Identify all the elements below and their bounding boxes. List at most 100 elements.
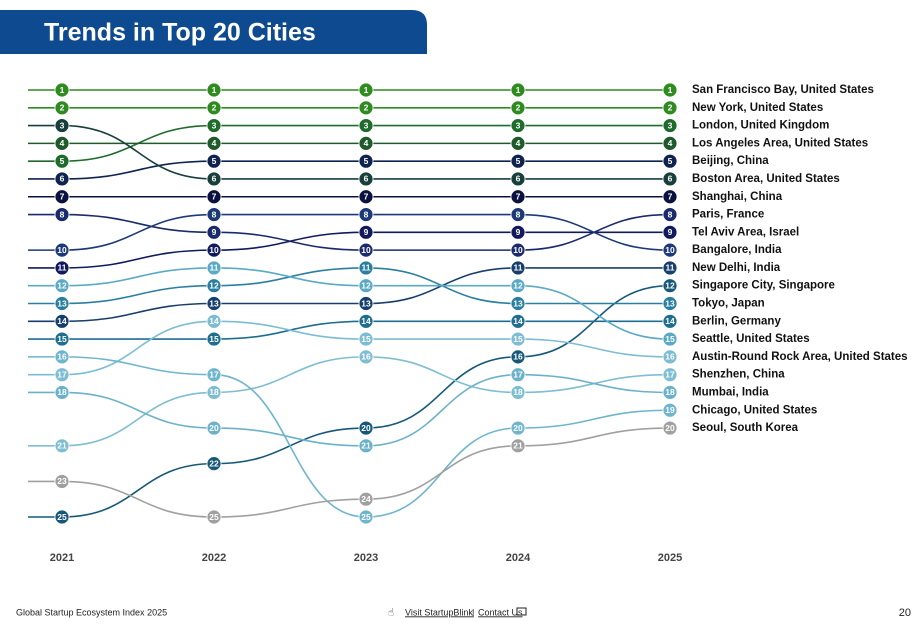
rank-dot <box>206 242 222 258</box>
rank-label: 25 <box>209 512 219 522</box>
rank-dot <box>510 367 526 383</box>
rank-label: 7 <box>60 192 65 202</box>
chart-title: Trends in Top 20 Cities <box>44 19 316 47</box>
rank-dot <box>358 331 374 347</box>
rank-dot <box>510 118 526 133</box>
rank-dot <box>358 260 374 276</box>
rank-dot <box>54 118 70 133</box>
rank-dot <box>54 385 70 400</box>
rank-dot <box>206 456 222 472</box>
series-line <box>28 320 671 376</box>
rank-dot <box>206 135 222 151</box>
rank-dot <box>358 189 374 205</box>
rank-dot <box>358 100 374 116</box>
rank-dot <box>358 171 374 187</box>
rank-dot <box>358 296 374 311</box>
rank-dot <box>510 349 526 365</box>
rank-label: 21 <box>57 441 67 451</box>
rank-label: 12 <box>57 280 67 290</box>
rank-label: 14 <box>57 316 67 326</box>
rank-label: 1 <box>668 85 673 95</box>
chat-icon <box>516 607 527 616</box>
legend-label: Los Angeles Area, United States <box>692 137 868 149</box>
rank-label: 13 <box>513 298 523 308</box>
rank-label: 17 <box>209 369 219 379</box>
rank-dot <box>662 402 678 418</box>
rank-dot <box>206 189 222 205</box>
rank-label: 22 <box>209 458 219 468</box>
rank-label: 18 <box>665 387 675 397</box>
rank-dot <box>510 242 526 258</box>
legend-label: New York, United States <box>692 102 823 114</box>
rank-dot <box>54 438 70 454</box>
series-line <box>28 160 670 180</box>
pointer-icon: ☝ <box>388 608 394 619</box>
rank-label: 1 <box>60 85 65 95</box>
rank-label: 15 <box>665 334 675 344</box>
rank-label: 8 <box>516 209 521 219</box>
rank-dot <box>510 313 526 329</box>
rank-dot <box>662 331 678 347</box>
rank-label: 23 <box>57 476 67 486</box>
rank-label: 16 <box>513 352 523 362</box>
series-line <box>28 427 671 518</box>
rank-dot <box>54 296 70 311</box>
rank-label: 17 <box>513 369 523 379</box>
rank-label: 3 <box>668 120 673 130</box>
rank-dot <box>54 207 70 222</box>
rank-dot <box>662 367 678 383</box>
rank-label: 9 <box>668 227 673 237</box>
rank-label: 6 <box>60 174 65 184</box>
rank-label: 6 <box>668 174 673 184</box>
rank-label: 12 <box>513 280 523 290</box>
rank-label: 18 <box>209 387 219 397</box>
rank-label: 14 <box>209 316 219 326</box>
legend-label: Shanghai, China <box>692 191 783 203</box>
rank-dot <box>662 135 678 151</box>
rank-label: 18 <box>513 387 523 397</box>
rank-label: 21 <box>361 441 371 451</box>
rank-label: 12 <box>665 280 675 290</box>
rank-label: 4 <box>516 138 521 148</box>
rank-label: 7 <box>668 192 673 202</box>
rank-dot <box>662 82 678 98</box>
rank-label: 5 <box>212 156 217 166</box>
footer-separator: | <box>472 607 474 617</box>
legend-label: Tel Aviv Area, Israel <box>692 226 799 238</box>
rank-dot <box>54 509 70 525</box>
rank-label: 20 <box>665 423 675 433</box>
legend-label: Boston Area, United States <box>692 173 840 185</box>
rank-dot <box>206 171 222 187</box>
rank-label: 21 <box>513 441 523 451</box>
legend-label: Seoul, South Korea <box>692 422 799 434</box>
rank-dot <box>54 153 70 169</box>
rank-dot <box>510 171 526 187</box>
footer-link[interactable]: Contact Us <box>478 607 523 617</box>
rank-dot <box>358 224 374 240</box>
rank-dot <box>206 367 222 383</box>
rank-dot <box>358 438 374 454</box>
rank-label: 7 <box>364 192 369 202</box>
rank-label: 9 <box>516 227 521 237</box>
rank-dot <box>662 349 678 365</box>
rank-label: 7 <box>212 192 217 202</box>
rank-label: 14 <box>665 316 675 326</box>
legend-label: Beijing, China <box>692 155 769 167</box>
series-line <box>28 284 671 518</box>
rank-label: 2 <box>364 103 369 113</box>
rank-label: 6 <box>212 174 217 184</box>
rank-dot <box>662 385 678 400</box>
rank-label: 2 <box>516 103 521 113</box>
rank-label: 14 <box>513 316 523 326</box>
rank-label: 6 <box>364 174 369 184</box>
rank-label: 5 <box>364 156 369 166</box>
footer-link[interactable]: Visit StartupBlink <box>405 607 473 617</box>
series-line <box>28 373 671 447</box>
rank-dot <box>358 135 374 151</box>
rank-label: 11 <box>362 263 371 273</box>
rank-dot <box>510 207 526 222</box>
legend-label: Singapore City, Singapore <box>692 280 835 292</box>
rank-label: 17 <box>665 369 675 379</box>
rank-dot <box>510 278 526 294</box>
